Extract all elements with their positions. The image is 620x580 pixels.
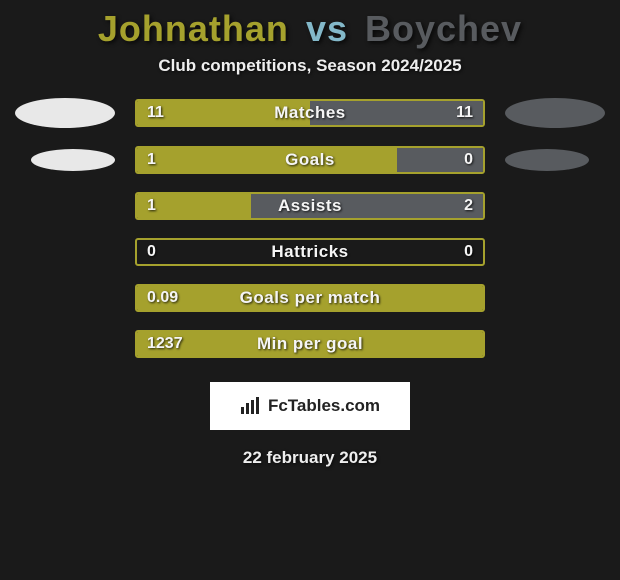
- stat-row: 0 0Hattricks: [0, 238, 620, 266]
- stat-left-value: 0.09: [147, 286, 178, 310]
- stat-row: 10Goals: [0, 146, 620, 174]
- stat-left-value: 1: [147, 148, 156, 172]
- stat-bar-left-fill: [137, 286, 483, 310]
- stat-bar: 0 0Hattricks: [135, 238, 485, 266]
- player2-name: Boychev: [365, 8, 522, 49]
- stat-right-value: 11: [456, 101, 473, 125]
- stat-rows: 1111Matches10Goals12Assists00Hattricks0.…: [0, 98, 620, 358]
- player1-logo-oval: [15, 98, 115, 128]
- player2-logo-oval: [505, 149, 589, 171]
- stat-bar: 0.09Goals per match: [135, 284, 485, 312]
- stat-bar-left-fill: [137, 332, 483, 356]
- stat-right-value: 0: [464, 148, 473, 172]
- player2-logo-oval: [505, 98, 605, 128]
- stat-row: 12Assists: [0, 192, 620, 220]
- stat-left-value: 0: [147, 240, 156, 264]
- chart-icon: [240, 397, 262, 415]
- stat-row: 1111Matches: [0, 98, 620, 128]
- vs-text: vs: [306, 8, 348, 49]
- stat-bar-right-fill: [251, 194, 483, 218]
- stat-right-value: 2: [464, 194, 473, 218]
- player1-logo-oval: [31, 149, 115, 171]
- source-badge-text: FcTables.com: [268, 396, 380, 416]
- stat-row: 1237Min per goal: [0, 330, 620, 358]
- player1-name: Johnathan: [98, 8, 289, 49]
- stat-bar: 12Assists: [135, 192, 485, 220]
- card-date: 22 february 2025: [0, 448, 620, 468]
- comparison-card: Johnathan vs Boychev Club competitions, …: [0, 0, 620, 468]
- card-title: Johnathan vs Boychev: [0, 8, 620, 50]
- stat-bar: 1237Min per goal: [135, 330, 485, 358]
- card-subtitle: Club competitions, Season 2024/2025: [0, 56, 620, 76]
- source-badge[interactable]: FcTables.com: [210, 382, 410, 430]
- stat-row: 0.09Goals per match: [0, 284, 620, 312]
- stat-left-value: 1237: [147, 332, 183, 356]
- stat-left-value: 1: [147, 194, 156, 218]
- stat-label: Hattricks: [137, 240, 483, 264]
- stat-left-value: 11: [147, 101, 164, 125]
- stat-right-value: 0: [464, 240, 473, 264]
- stat-bar: 10Goals: [135, 146, 485, 174]
- stat-bar: 1111Matches: [135, 99, 485, 127]
- stat-bar-left-fill: [137, 148, 397, 172]
